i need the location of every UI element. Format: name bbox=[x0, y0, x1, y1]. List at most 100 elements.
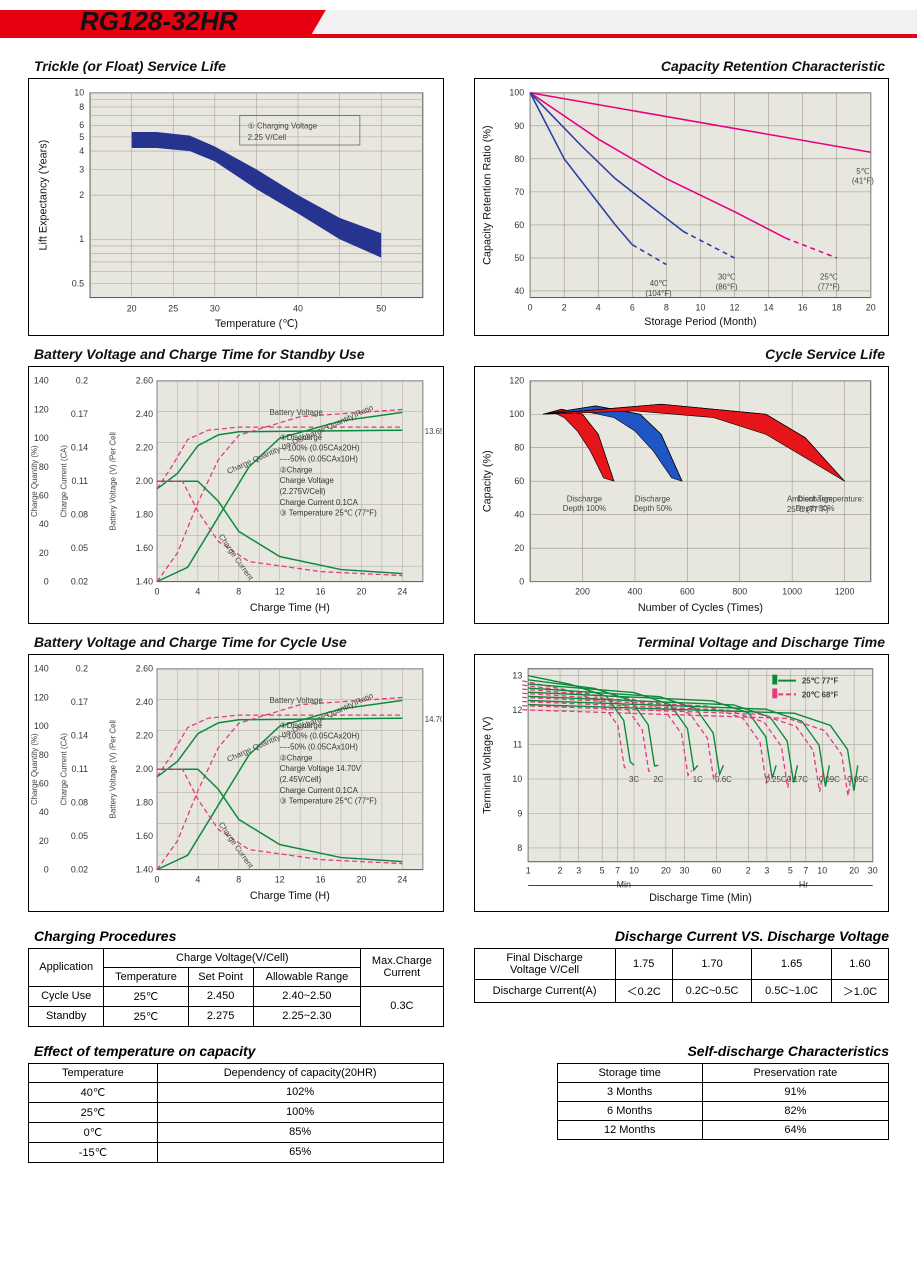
svg-text:0.25C: 0.25C bbox=[765, 775, 786, 784]
svg-text:2C: 2C bbox=[653, 775, 663, 784]
svg-text:①Discharge: ①Discharge bbox=[280, 721, 323, 730]
cell: Standby bbox=[29, 1006, 104, 1026]
terminal-title: Terminal Voltage and Discharge Time bbox=[480, 634, 886, 650]
svg-text:1: 1 bbox=[79, 234, 84, 244]
standby-title: Battery Voltage and Charge Time for Stan… bbox=[34, 346, 444, 362]
svg-text:Depth 50%: Depth 50% bbox=[633, 504, 672, 513]
svg-text:25℃ (77°F): 25℃ (77°F) bbox=[786, 505, 828, 514]
svg-text:Battery Voltage (V) /Per Cell: Battery Voltage (V) /Per Cell bbox=[109, 432, 118, 531]
svg-text:0.6C: 0.6C bbox=[715, 775, 732, 784]
model-title: RG128-32HR bbox=[80, 6, 238, 37]
svg-text:10: 10 bbox=[512, 774, 522, 784]
svg-text:Depth 100%: Depth 100% bbox=[562, 504, 605, 513]
svg-text:2.60: 2.60 bbox=[136, 664, 153, 674]
svg-text:60: 60 bbox=[514, 220, 524, 230]
th-t: Temperature bbox=[104, 967, 188, 986]
svg-text:0.14: 0.14 bbox=[71, 731, 88, 741]
svg-text:5℃: 5℃ bbox=[856, 167, 869, 176]
svg-text:2.00: 2.00 bbox=[136, 476, 153, 486]
svg-text:4: 4 bbox=[195, 874, 200, 884]
cell: 1.70 bbox=[672, 948, 752, 979]
svg-text:Charge Current 0.1CA: Charge Current 0.1CA bbox=[280, 498, 359, 507]
header: RG128-32HR bbox=[0, 10, 917, 46]
svg-text:4: 4 bbox=[79, 146, 84, 156]
svg-text:—100% (0.05CAx20H): —100% (0.05CAx20H) bbox=[280, 444, 360, 453]
svg-text:Ambient Temperature:: Ambient Temperature: bbox=[786, 494, 863, 503]
svg-text:2.60: 2.60 bbox=[136, 376, 153, 386]
svg-text:0.17: 0.17 bbox=[71, 409, 88, 419]
svg-text:Discharge Time (Min): Discharge Time (Min) bbox=[649, 892, 752, 904]
svg-text:2.40: 2.40 bbox=[136, 409, 153, 419]
svg-text:40: 40 bbox=[514, 286, 524, 296]
cell: Discharge Current(A) bbox=[474, 979, 615, 1002]
cell: 25℃ bbox=[104, 1006, 188, 1026]
svg-text:7: 7 bbox=[615, 865, 620, 875]
svg-text:24: 24 bbox=[397, 874, 407, 884]
svg-text:0.2: 0.2 bbox=[76, 664, 88, 674]
svg-text:10: 10 bbox=[74, 88, 84, 98]
th-sp: Set Point bbox=[188, 967, 253, 986]
svg-text:Storage Period (Month): Storage Period (Month) bbox=[644, 316, 756, 328]
svg-text:16: 16 bbox=[316, 586, 326, 596]
tempcap-title: Effect of temperature on capacity bbox=[34, 1043, 444, 1059]
svg-text:(41°F): (41°F) bbox=[851, 177, 873, 186]
svg-text:40: 40 bbox=[39, 807, 49, 817]
svg-text:20: 20 bbox=[865, 302, 875, 312]
svg-text:----50% (0.05CAx10H): ----50% (0.05CAx10H) bbox=[280, 742, 359, 751]
dvd-title: Discharge Current VS. Discharge Voltage bbox=[480, 928, 890, 944]
svg-text:—100% (0.05CAx20H): —100% (0.05CAx20H) bbox=[280, 732, 360, 741]
cell: 1.60 bbox=[831, 948, 888, 979]
svg-text:Lift Expectancy (Years): Lift Expectancy (Years) bbox=[38, 140, 50, 251]
svg-text:1C: 1C bbox=[692, 775, 702, 784]
svg-text:80: 80 bbox=[39, 462, 49, 472]
svg-text:(2.275V/Cell): (2.275V/Cell) bbox=[280, 487, 326, 496]
svg-text:0: 0 bbox=[44, 577, 49, 587]
svg-text:70: 70 bbox=[514, 187, 524, 197]
svg-text:2: 2 bbox=[557, 865, 562, 875]
cyclelife-chart: 20040060080010001200020406080100120Numbe… bbox=[474, 366, 890, 624]
svg-text:Capacity Retention Ratio (%): Capacity Retention Ratio (%) bbox=[481, 125, 493, 264]
svg-text:14.70V: 14.70V bbox=[425, 715, 443, 724]
svg-text:1.40: 1.40 bbox=[136, 865, 153, 875]
svg-text:8: 8 bbox=[663, 302, 668, 312]
th-cv: Charge Voltage(V/Cell) bbox=[104, 948, 361, 967]
svg-text:0.05: 0.05 bbox=[71, 831, 88, 841]
svg-text:5: 5 bbox=[599, 865, 604, 875]
svg-text:1.40: 1.40 bbox=[136, 577, 153, 587]
svg-text:1: 1 bbox=[525, 865, 530, 875]
svg-text:5: 5 bbox=[79, 132, 84, 142]
svg-text:(86°F): (86°F) bbox=[715, 282, 737, 291]
dvd-table: Final Discharge Voltage V/Cell 1.75 1.70… bbox=[474, 948, 890, 1003]
svg-text:20: 20 bbox=[39, 836, 49, 846]
svg-text:100: 100 bbox=[34, 433, 49, 443]
cell: ＞1.0C bbox=[831, 979, 888, 1002]
svg-text:Charge Current (CA): Charge Current (CA) bbox=[59, 733, 68, 806]
svg-text:20℃ 68°F: 20℃ 68°F bbox=[801, 690, 838, 699]
svg-text:Battery Voltage: Battery Voltage bbox=[269, 408, 323, 417]
svg-text:25: 25 bbox=[168, 303, 178, 313]
svg-text:60: 60 bbox=[711, 865, 721, 875]
svg-text:20: 20 bbox=[660, 865, 670, 875]
svg-text:Charge Quantity (%): Charge Quantity (%) bbox=[30, 733, 39, 805]
svg-text:1.60: 1.60 bbox=[136, 543, 153, 553]
svg-text:Charge Time (H): Charge Time (H) bbox=[250, 602, 330, 614]
cell: 0.5C~1.0C bbox=[752, 979, 832, 1002]
svg-text:0.02: 0.02 bbox=[71, 865, 88, 875]
cyclelife-title: Cycle Service Life bbox=[480, 346, 886, 362]
svg-text:90: 90 bbox=[514, 121, 524, 131]
svg-text:Charge Quantity (%): Charge Quantity (%) bbox=[30, 445, 39, 517]
charging-title: Charging Procedures bbox=[34, 928, 444, 944]
svg-text:Number of Cycles (Times): Number of Cycles (Times) bbox=[637, 602, 762, 614]
svg-text:2.20: 2.20 bbox=[136, 443, 153, 453]
svg-text:0: 0 bbox=[44, 865, 49, 875]
svg-text:1.80: 1.80 bbox=[136, 798, 153, 808]
svg-text:13: 13 bbox=[512, 671, 522, 681]
svg-text:②Charge: ②Charge bbox=[280, 753, 313, 762]
cell: 2.275 bbox=[188, 1006, 253, 1026]
svg-text:③ Temperature 25℃ (77°F): ③ Temperature 25℃ (77°F) bbox=[280, 509, 377, 518]
cell: 2.450 bbox=[188, 986, 253, 1006]
svg-text:0: 0 bbox=[519, 577, 524, 587]
svg-text:Charge Voltage 14.70V: Charge Voltage 14.70V bbox=[280, 764, 362, 773]
cell: 0.2C~0.5C bbox=[672, 979, 752, 1002]
svg-text:3: 3 bbox=[764, 865, 769, 875]
